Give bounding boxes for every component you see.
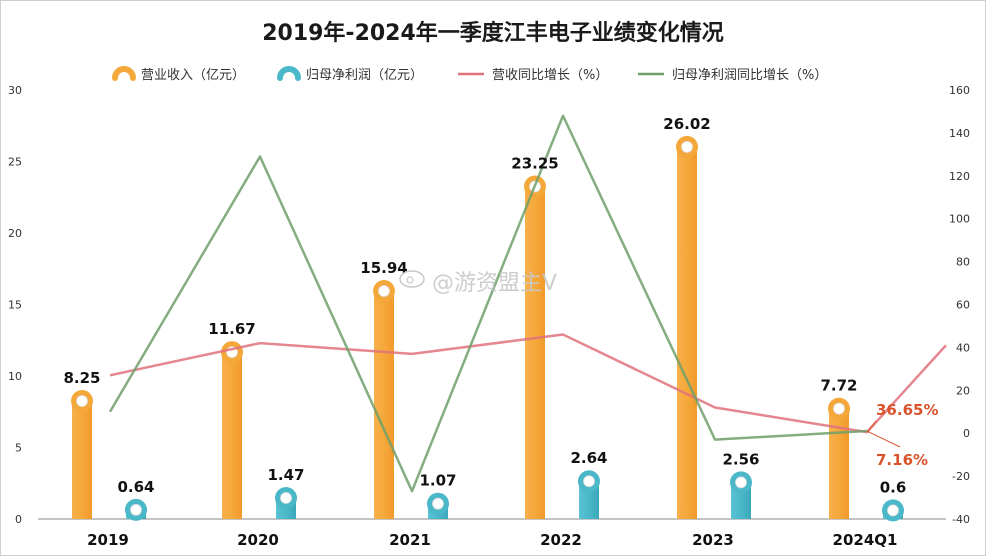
legend-label: 归母净利润（亿元） [306, 68, 423, 83]
bar [222, 352, 242, 519]
left-tick-label: 25 [8, 156, 22, 169]
bar-value-label: 7.72 [820, 377, 857, 395]
bar-cap-dot [833, 402, 845, 415]
bar-value-label: 1.47 [267, 466, 304, 484]
bar-value-label: 0.64 [117, 478, 154, 496]
bar-cap-dot [887, 504, 899, 517]
right-tick-label: 100 [949, 213, 970, 226]
annotation-leader [866, 420, 877, 433]
right-tick-label: 140 [949, 127, 970, 140]
bar-value-labels: 8.25 11.67 15.94 23.25 26.02 7.72 0.64 1.47 1.07… [63, 115, 906, 497]
bar [677, 146, 697, 519]
bars-group [71, 135, 904, 522]
bar [72, 401, 92, 519]
bar-cap-dot [681, 141, 693, 153]
right-axis: -40 -20 0 20 40 60 80 100 120 140 160 [949, 84, 970, 526]
bar-value-label: 1.07 [419, 472, 456, 490]
weibo-icon [399, 270, 425, 288]
profit-growth-line [108, 114, 868, 493]
left-tick-label: 5 [15, 442, 22, 455]
bar-cap-dot [378, 285, 390, 297]
bar [829, 408, 849, 519]
right-tick-label: 40 [956, 341, 970, 354]
bar-value-label: 8.25 [63, 369, 100, 387]
legend-label: 营收同比增长（%） [492, 68, 608, 83]
chart-title: 2019年-2024年一季度江丰电子业绩变化情况 [262, 20, 724, 46]
x-tick-label: 2022 [540, 531, 582, 549]
x-tick-label: 2024Q1 [833, 531, 898, 549]
bar-value-label: 26.02 [663, 115, 710, 133]
bar [525, 186, 545, 519]
left-tick-label: 20 [8, 227, 22, 240]
right-tick-label: 0 [963, 427, 970, 440]
left-tick-label: 0 [15, 513, 22, 526]
left-axis: 0 5 10 15 20 25 30 [8, 84, 22, 526]
legend-label: 营业收入（亿元） [141, 68, 245, 83]
x-tick-label: 2021 [389, 531, 431, 549]
annotation-label: 36.65% [876, 401, 938, 419]
bar-value-label: 2.64 [570, 449, 607, 467]
bar-cap-dot [76, 395, 88, 407]
right-tick-label: 60 [956, 299, 970, 312]
watermark-text: @游资盟主V [432, 271, 557, 296]
legend: 营业收入（亿元） 归母净利润（亿元） 营收同比增长（%） 归母净利润同比增长（%） [112, 66, 827, 83]
right-tick-label: 120 [949, 170, 970, 183]
weibo-icon-dot [406, 276, 414, 284]
bar-value-label: 15.94 [360, 259, 407, 277]
right-tick-label: 80 [956, 256, 970, 269]
left-tick-label: 10 [8, 370, 22, 383]
bar [374, 291, 394, 519]
watermark: @游资盟主V [399, 270, 557, 296]
lines-group [108, 114, 947, 493]
legend-bar-icon [112, 66, 136, 81]
bar-cap-dot [130, 503, 142, 516]
left-tick-label: 30 [8, 84, 22, 97]
legend-bar-icon [277, 66, 301, 81]
bar-value-label: 11.67 [208, 320, 255, 338]
x-axis-labels: 2019 2020 2021 2022 2023 2024Q1 [87, 531, 897, 549]
bar-cap-dot [432, 497, 444, 510]
right-tick-label: 20 [956, 384, 970, 397]
right-tick-label: -20 [952, 470, 970, 483]
bar-cap-dot [280, 492, 292, 504]
left-tick-label: 15 [8, 299, 22, 312]
annotations: 36.65% 7.16% [866, 401, 938, 469]
bar-value-label: 0.6 [880, 478, 907, 496]
bar-cap-dot [735, 476, 747, 489]
legend-label: 归母净利润同比增长（%） [672, 68, 827, 83]
x-tick-label: 2023 [692, 531, 734, 549]
right-tick-label: 160 [949, 84, 970, 97]
bar-value-label: 23.25 [511, 155, 558, 173]
x-tick-label: 2019 [87, 531, 129, 549]
annotation-leader [866, 430, 901, 448]
right-tick-label: -40 [952, 513, 970, 526]
annotation-label: 7.16% [876, 451, 928, 469]
bar-cap-dot [583, 475, 595, 488]
x-tick-label: 2020 [237, 531, 279, 549]
bar-value-label: 2.56 [722, 450, 759, 468]
